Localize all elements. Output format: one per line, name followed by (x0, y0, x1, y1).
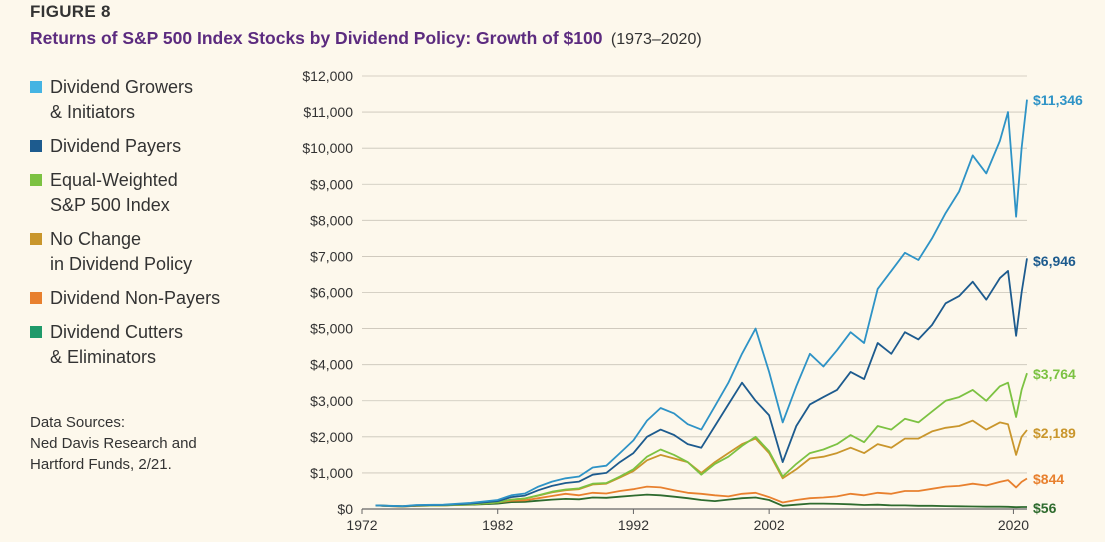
y-tick-label: $11,000 (303, 104, 353, 120)
legend-swatch (30, 140, 42, 152)
y-tick-label: $0 (337, 501, 353, 517)
legend-item: Dividend Payers (30, 134, 280, 159)
y-tick-label: $8,000 (310, 212, 353, 228)
y-tick-label: $12,000 (302, 68, 353, 84)
chart-title-row: Returns of S&P 500 Index Stocks by Divid… (30, 28, 702, 49)
legend-item: Dividend Cutters & Eliminators (30, 320, 280, 370)
x-tick-label: 1992 (618, 517, 649, 533)
legend-item: Dividend Non-Payers (30, 286, 280, 311)
series-end-label: $3,764 (1033, 366, 1076, 382)
series-end-label: $2,189 (1033, 425, 1076, 441)
series-end-label: $56 (1033, 500, 1057, 516)
x-tick-label: 2002 (754, 517, 785, 533)
legend-swatch (30, 292, 42, 304)
chart-legend: Dividend Growers & Initiators Dividend Pa… (30, 75, 280, 379)
y-tick-label: $4,000 (310, 357, 353, 373)
legend-item: No Change in Dividend Policy (30, 227, 280, 277)
y-tick-label: $6,000 (310, 285, 353, 301)
series-end-label: $6,946 (1033, 253, 1076, 269)
series-line-1 (375, 258, 1028, 508)
series-line-0 (375, 99, 1028, 507)
legend-label: No Change in Dividend Policy (50, 229, 193, 274)
legend-label: Dividend Non-Payers (50, 288, 221, 308)
legend-item: Dividend Growers & Initiators (30, 75, 280, 125)
x-tick-label: 1982 (482, 517, 513, 533)
chart-title: Returns of S&P 500 Index Stocks by Divid… (30, 28, 603, 48)
y-tick-label: $2,000 (310, 429, 353, 445)
legend-swatch (30, 326, 42, 338)
legend-label: Equal-Weighted S&P 500 Index (50, 170, 178, 215)
data-sources-note: Data Sources: Ned Davis Research and Har… (30, 414, 197, 473)
y-tick-label: $9,000 (310, 176, 353, 192)
legend-swatch (30, 233, 42, 245)
y-tick-label: $1,000 (310, 465, 353, 481)
legend-swatch (30, 81, 42, 93)
legend-swatch (30, 174, 42, 186)
x-tick-label: 1972 (346, 517, 377, 533)
y-tick-label: $10,000 (302, 140, 353, 156)
legend-label: Dividend Cutters & Eliminators (50, 322, 184, 367)
legend-label: Dividend Payers (50, 136, 182, 156)
figure-label: FIGURE 8 (30, 2, 111, 21)
legend-item: Equal-Weighted S&P 500 Index (30, 168, 280, 218)
series-line-4 (375, 477, 1028, 508)
series-end-label: $844 (1033, 471, 1064, 487)
x-tick-label: 2020 (998, 517, 1029, 533)
legend-label: Dividend Growers & Initiators (50, 77, 194, 122)
series-line-5 (375, 493, 1027, 509)
y-tick-label: $5,000 (310, 321, 353, 337)
y-tick-label: $7,000 (310, 248, 353, 264)
chart-title-years: (1973–2020) (610, 31, 702, 48)
series-end-label: $11,346 (1033, 92, 1083, 108)
y-tick-label: $3,000 (310, 393, 353, 409)
series-line-2 (375, 372, 1028, 508)
